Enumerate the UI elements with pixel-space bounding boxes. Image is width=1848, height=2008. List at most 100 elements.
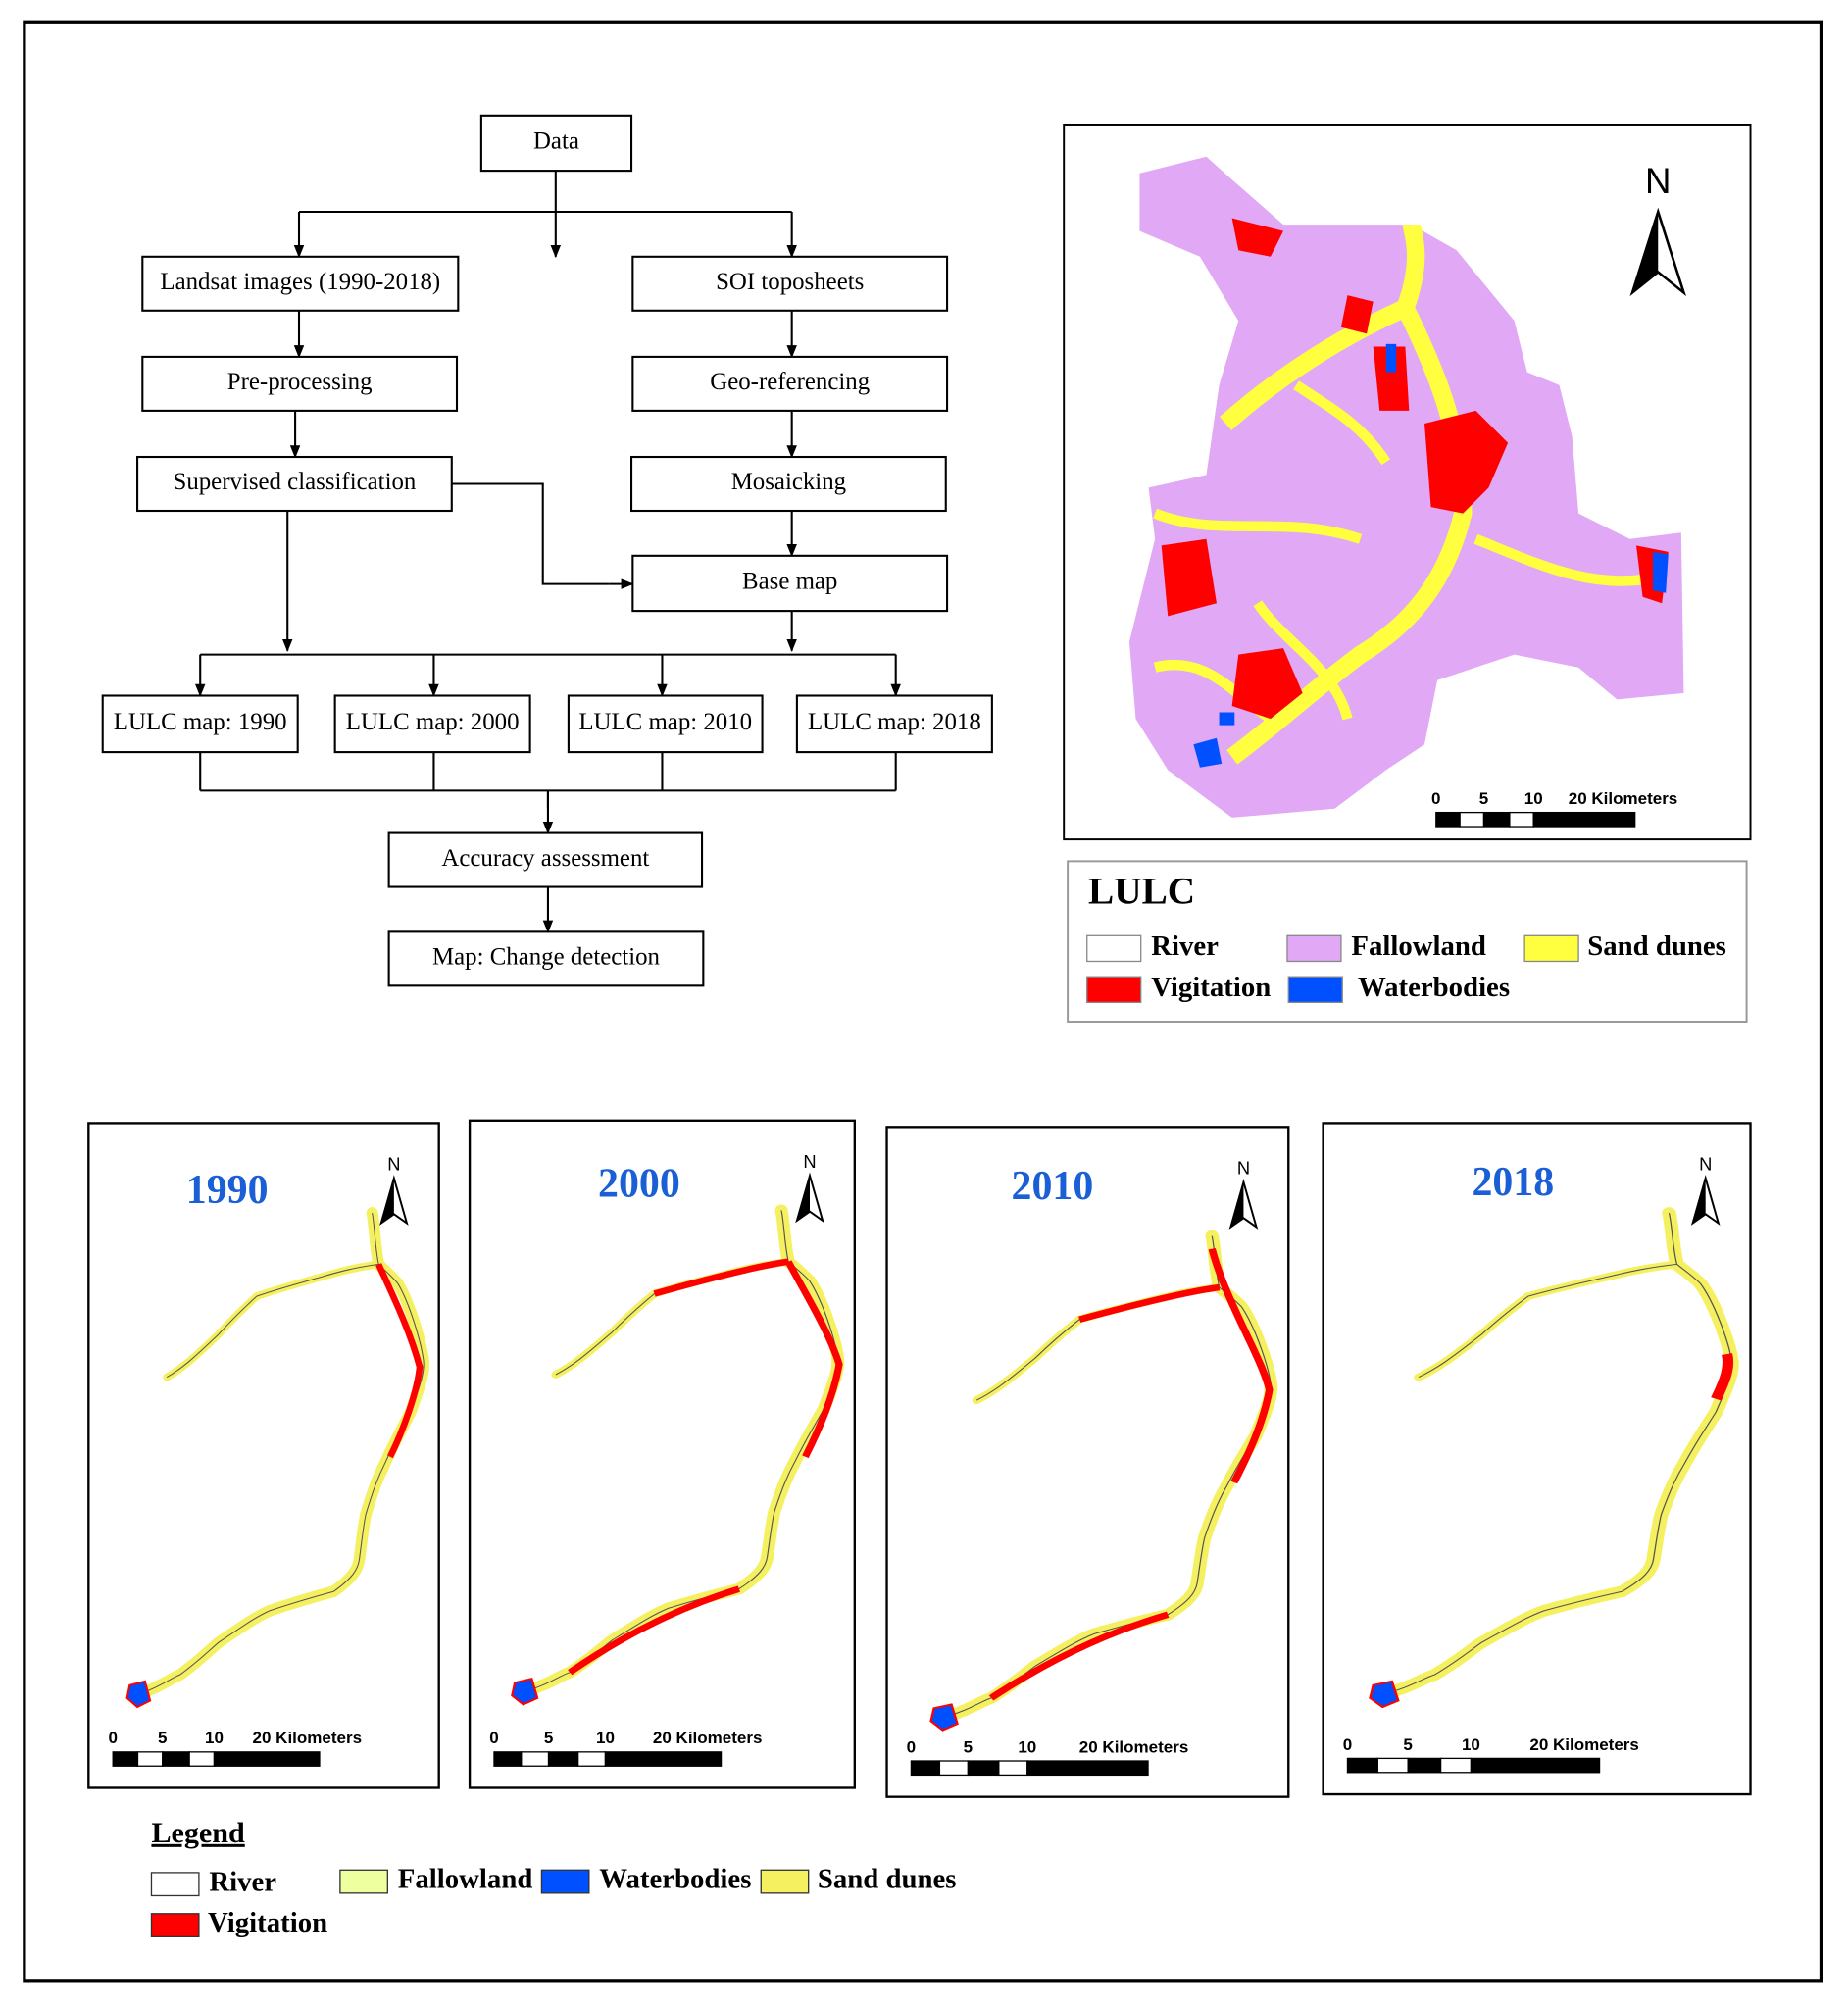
scale-bar	[1482, 811, 1511, 828]
river-outline	[1383, 1212, 1733, 1695]
flow-box	[795, 694, 993, 754]
bottom-legend: Legend River Fallowland Waterbodies Sand dun…	[150, 1816, 956, 1938]
legend-swatch	[1086, 976, 1142, 1004]
waterbody	[511, 1678, 539, 1706]
legend-swatch	[150, 1872, 200, 1897]
vegetation	[375, 1263, 424, 1459]
scale-bar	[998, 1760, 1028, 1777]
north-label: N	[803, 1151, 816, 1172]
flow-label: LULC map: 2000	[346, 709, 520, 735]
flow-box	[567, 694, 764, 754]
scale-bar	[1376, 1757, 1409, 1774]
scale-bar	[521, 1751, 550, 1767]
legend-swatch	[339, 1869, 388, 1894]
scale-label: 10	[1524, 789, 1543, 808]
flow-box	[631, 255, 949, 312]
flow-box	[136, 455, 453, 513]
legend-label: Fallowland	[398, 1864, 533, 1895]
connector	[199, 752, 897, 809]
legend-title: LULC	[1088, 870, 1195, 912]
scale-label: 5	[964, 1737, 973, 1756]
waterbody	[125, 1680, 152, 1709]
vegetation	[1711, 1353, 1734, 1401]
vegetation	[988, 1247, 1274, 1701]
legend-swatch	[1523, 934, 1579, 963]
legend-swatch	[1086, 934, 1142, 963]
scale-bar	[493, 1751, 523, 1767]
flow-label: Map: Change detection	[432, 944, 661, 971]
scale-bar	[1346, 1757, 1378, 1774]
scale-label: 20 Kilometers	[1569, 789, 1677, 808]
legend-label: Sand dunes	[1587, 930, 1726, 962]
legend-swatch	[1286, 934, 1342, 963]
legend-label: Waterbodies	[599, 1864, 751, 1895]
scale-label: 0	[1343, 1735, 1352, 1754]
scale-bar	[967, 1760, 1000, 1777]
outer-frame	[23, 20, 1823, 1983]
year-maps: 1990 N 0 5 10 20 Kilometers 2000 N 0 5 10 20 Kilome…	[87, 1119, 1752, 1798]
flow-box	[333, 694, 531, 754]
flow-label: LULC map: 2018	[808, 709, 981, 735]
scale-label: 20 Kilometers	[253, 1729, 362, 1747]
legend-label: Vigitation	[1151, 972, 1271, 1003]
legend-label: River	[1151, 930, 1219, 962]
flow-label: Supervised classification	[174, 469, 417, 495]
flow-label: Landsat images (1990-2018)	[160, 269, 440, 295]
connector	[451, 482, 610, 585]
flow-box	[387, 930, 705, 987]
north-label: N	[387, 1153, 400, 1174]
legend-label: River	[209, 1866, 276, 1897]
flow-label: Pre-processing	[227, 369, 373, 395]
flow-box	[387, 831, 704, 888]
scale-bar	[213, 1751, 321, 1767]
flow-box	[631, 554, 949, 613]
legend-swatch	[540, 1869, 590, 1894]
scale-bar	[1439, 1757, 1473, 1774]
flow-box	[479, 114, 633, 173]
legend-label: Waterbodies	[1358, 972, 1510, 1003]
flow-label: Geo-referencing	[710, 369, 870, 395]
scale-label: 5	[1403, 1735, 1412, 1754]
scale-bar	[1532, 811, 1636, 828]
scale-label: 10	[596, 1729, 615, 1747]
scale-bar	[577, 1751, 607, 1767]
river-map	[929, 1230, 1278, 1732]
scale-label: 20 Kilometers	[1529, 1735, 1638, 1754]
lulc-legend-frame	[1067, 860, 1748, 1023]
flow-box	[141, 255, 460, 312]
main-map-labels: N 0 5 10 20 Kilometers	[1431, 161, 1677, 828]
scale-bar	[1509, 811, 1534, 828]
flowchart: Data Landsat images (1990-2018) SOI toposh…	[101, 114, 993, 987]
scale-bar	[1026, 1760, 1149, 1777]
scale-label: 5	[158, 1729, 167, 1747]
scale-label: 10	[205, 1729, 224, 1747]
scale-label: 20 Kilometers	[653, 1729, 762, 1747]
flow-box	[629, 455, 947, 513]
flow-box	[631, 355, 949, 412]
flow-label: SOI toposheets	[716, 269, 864, 295]
legend-swatch	[1287, 976, 1343, 1004]
waterbody	[929, 1703, 959, 1732]
scale-bar	[162, 1751, 190, 1767]
north-label: N	[1699, 1153, 1712, 1174]
legend-label: Vigitation	[208, 1907, 327, 1938]
river-map	[1369, 1207, 1739, 1709]
scale-bar	[136, 1751, 164, 1767]
flow-label: Mosaicking	[731, 469, 846, 495]
map-frame	[885, 1126, 1290, 1798]
flow-label: Data	[533, 128, 579, 155]
flow-label: Accuracy assessment	[441, 845, 649, 872]
scale-bar	[188, 1751, 216, 1767]
scale-bar	[938, 1760, 970, 1777]
year-label: 2018	[1472, 1160, 1554, 1205]
year-label: 2000	[598, 1161, 680, 1206]
scale-bar	[604, 1751, 723, 1767]
flow-box	[101, 694, 299, 754]
flow-label: LULC map: 2010	[578, 709, 752, 735]
scale-bar	[910, 1760, 941, 1777]
legend-swatch	[760, 1869, 810, 1894]
flow-label: Base map	[742, 569, 837, 595]
scale-label: 0	[1431, 789, 1440, 808]
scale-label: 0	[489, 1729, 498, 1747]
